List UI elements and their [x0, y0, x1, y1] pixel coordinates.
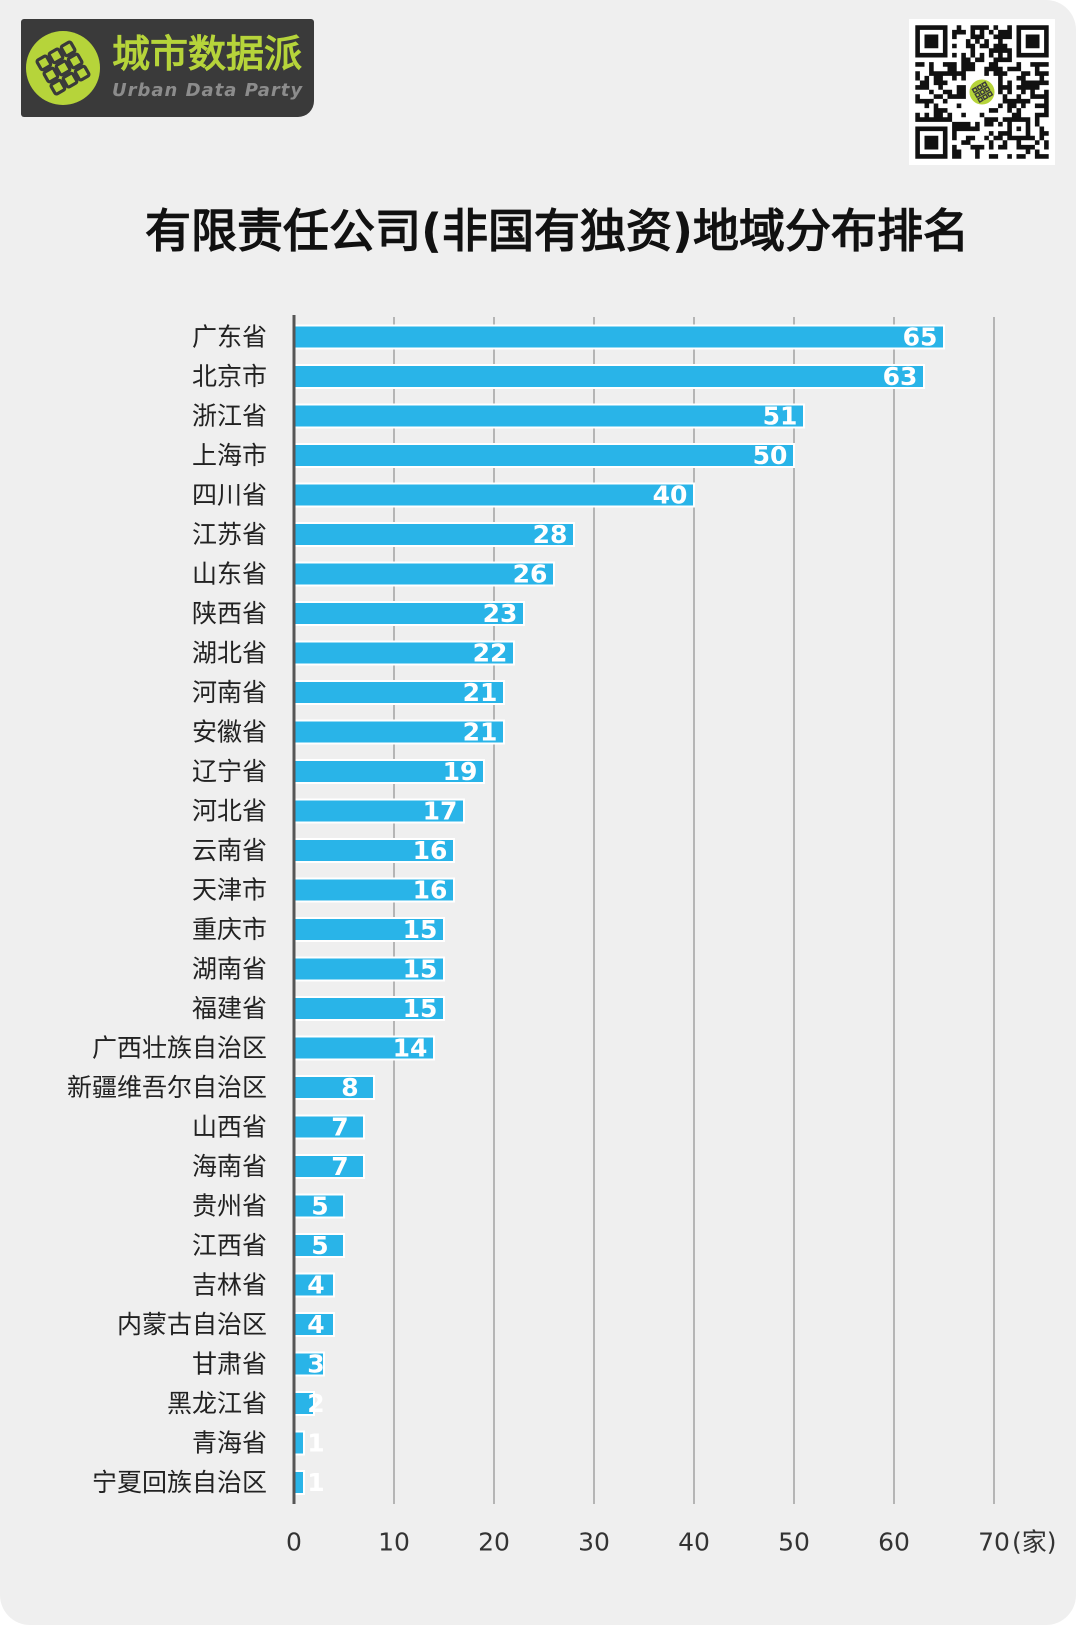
- value-label: 3: [307, 1350, 324, 1379]
- chart-title: 有限责任公司(非国有独资)地域分布排名: [144, 204, 970, 258]
- bar: [293, 1154, 365, 1179]
- category-label: 黑龙江省: [167, 1389, 267, 1418]
- bar: [293, 1114, 365, 1140]
- value-label: 65: [903, 323, 938, 352]
- logo-name-en: Urban Data Party: [112, 80, 304, 101]
- category-label: 重庆市: [192, 915, 267, 944]
- category-label: 甘肃省: [192, 1350, 267, 1379]
- logo-icon-circle: [26, 31, 100, 105]
- bars: [293, 324, 945, 1495]
- logo-icon-grid: [35, 40, 91, 96]
- brand-logo: 城市数据派 Urban Data Party: [21, 19, 314, 117]
- value-label: 22: [473, 639, 508, 668]
- category-label: 上海市: [192, 441, 267, 470]
- category-label: 贵州省: [192, 1192, 267, 1221]
- value-label: 1: [307, 1429, 324, 1458]
- value-label: 15: [403, 955, 438, 984]
- qr-modules: [915, 25, 1049, 159]
- x-axis-unit: (家): [1012, 1528, 1057, 1557]
- category-label: 河南省: [192, 678, 267, 707]
- value-label: 17: [423, 797, 458, 826]
- category-label: 广西壮族自治区: [92, 1034, 267, 1063]
- category-label: 吉林省: [192, 1271, 267, 1300]
- value-label: 26: [513, 560, 548, 589]
- value-label: 5: [311, 1231, 328, 1260]
- value-label: 15: [403, 915, 438, 944]
- bar: [293, 443, 795, 468]
- category-label: 湖北省: [192, 639, 267, 668]
- value-label: 23: [483, 599, 518, 628]
- category-label: 海南省: [192, 1152, 267, 1181]
- category-label: 江苏省: [192, 520, 267, 549]
- value-label: 21: [463, 678, 498, 707]
- category-label: 湖南省: [192, 955, 267, 984]
- bar: [293, 403, 805, 429]
- qr-code: [909, 19, 1055, 165]
- value-label: 28: [533, 520, 568, 549]
- value-label: 4: [307, 1310, 324, 1339]
- value-label: 51: [763, 402, 798, 431]
- bar: [293, 364, 925, 389]
- category-label: 河北省: [192, 797, 267, 826]
- category-labels: 广东省北京市浙江省上海市四川省江苏省山东省陕西省湖北省河南省安徽省辽宁省河北省云…: [67, 323, 267, 1498]
- value-label: 2: [307, 1389, 324, 1418]
- value-label: 40: [653, 481, 688, 510]
- category-label: 青海省: [192, 1429, 267, 1458]
- city-grid-logo-icon: [26, 31, 100, 105]
- x-tick-label: 60: [878, 1528, 910, 1557]
- category-label: 浙江省: [192, 402, 267, 431]
- category-label: 山西省: [192, 1113, 267, 1142]
- bar-chart: 6563515040282623222121191716161515151487…: [67, 315, 1057, 1557]
- category-label: 天津市: [192, 876, 267, 905]
- x-tick-label: 40: [678, 1528, 710, 1557]
- category-label: 广东省: [192, 323, 267, 352]
- value-label: 16: [413, 876, 448, 905]
- category-label: 北京市: [192, 362, 267, 391]
- category-label: 安徽省: [192, 718, 267, 747]
- value-label: 15: [403, 994, 438, 1023]
- x-tick-label: 20: [478, 1528, 510, 1557]
- value-label: 5: [311, 1192, 328, 1221]
- value-label: 14: [393, 1034, 428, 1063]
- category-label: 内蒙古自治区: [117, 1310, 267, 1339]
- value-label: 8: [341, 1073, 358, 1102]
- category-label: 山东省: [192, 560, 267, 589]
- value-label: 21: [463, 718, 498, 747]
- value-label: 19: [443, 757, 478, 786]
- gridlines: [393, 317, 995, 1504]
- value-label: 16: [413, 836, 448, 865]
- bar: [293, 482, 695, 508]
- value-label: 7: [331, 1113, 348, 1142]
- category-label: 陕西省: [192, 599, 267, 628]
- value-label: 1: [307, 1468, 324, 1497]
- qr-center-logo-icon: [966, 76, 998, 108]
- x-axis-ticks: 0 10 20 30 40 50 60 70 (家): [286, 1528, 1056, 1557]
- value-label: 7: [331, 1152, 348, 1181]
- value-label: 50: [753, 441, 788, 470]
- x-tick-label: 70: [978, 1528, 1010, 1557]
- value-labels: 6563515040282623222121191716161515151487…: [307, 323, 937, 1498]
- category-label: 云南省: [192, 836, 267, 865]
- x-tick-label: 30: [578, 1528, 610, 1557]
- x-tick-label: 50: [778, 1528, 810, 1557]
- category-label: 新疆维吾尔自治区: [67, 1073, 267, 1102]
- category-label: 辽宁省: [192, 757, 267, 786]
- category-label: 宁夏回族自治区: [92, 1468, 267, 1497]
- value-label: 4: [307, 1271, 324, 1300]
- qr-center-logo-grid: [971, 81, 994, 104]
- logo-name-cn: 城市数据派: [112, 32, 303, 76]
- bar: [293, 1075, 375, 1100]
- bar: [293, 324, 945, 350]
- x-tick-label: 0: [286, 1528, 302, 1557]
- category-label: 江西省: [192, 1231, 267, 1260]
- value-label: 63: [883, 362, 918, 391]
- category-label: 四川省: [192, 481, 267, 510]
- x-tick-label: 10: [378, 1528, 410, 1557]
- category-label: 福建省: [192, 994, 267, 1023]
